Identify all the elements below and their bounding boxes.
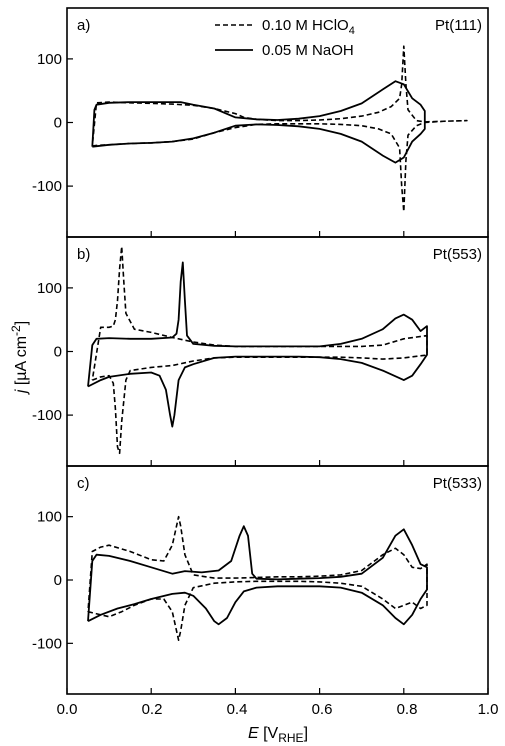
panel-b: -100 0 100 b) Pt(553)	[32, 236, 489, 467]
panel-label: b)	[77, 246, 90, 263]
x-tick-label: 0.6	[312, 701, 333, 718]
x-tick-label: 0.4	[227, 701, 248, 718]
series-line-hclo4	[91, 45, 468, 213]
series-line-naoh	[91, 80, 426, 164]
x-tick-label: 0.8	[397, 701, 418, 718]
panel-c: -100 0 100 c) Pt(533)	[32, 465, 489, 695]
surface-label: Pt(111)	[435, 17, 482, 34]
x-tick-label: 1.0	[478, 701, 499, 718]
y-axis-label: j [µA cm-2]	[9, 321, 30, 395]
y-tick-label: -100	[32, 407, 62, 424]
y-tick-label: 100	[37, 509, 62, 526]
legend-entry: 0.10 M HClO4	[262, 17, 355, 37]
series-line-hclo4	[91, 245, 428, 455]
legend-entry: 0.05 M NaOH	[262, 42, 354, 59]
surface-label: Pt(553)	[433, 246, 482, 263]
panel-frame	[66, 236, 489, 467]
series-line-naoh	[87, 261, 428, 428]
series-line-naoh	[87, 525, 428, 626]
x-axis-label: E [VRHE]	[248, 725, 308, 745]
y-tick-label: 100	[37, 280, 62, 297]
series-line-hclo4	[87, 515, 428, 641]
y-tick-label: 0	[54, 344, 62, 361]
x-tick-label: 0.0	[57, 701, 78, 718]
panel-label: a)	[77, 17, 90, 34]
x-axis: 0.0 0.2 0.4 0.6 0.8 1.0 E [VRHE]	[57, 701, 499, 745]
y-tick-label: -100	[32, 178, 62, 195]
y-tick-label: 100	[37, 51, 62, 68]
y-tick-label: 0	[54, 572, 62, 589]
surface-label: Pt(533)	[433, 475, 482, 492]
y-tick-label: 0	[54, 115, 62, 132]
panel-label: c)	[77, 475, 90, 492]
x-tick-label: 0.2	[142, 701, 163, 718]
panel-a: -100 0 100 a) Pt(111) 0.10 M HClO4 0.05 M NaOH	[32, 7, 489, 238]
y-tick-label: -100	[32, 635, 62, 652]
